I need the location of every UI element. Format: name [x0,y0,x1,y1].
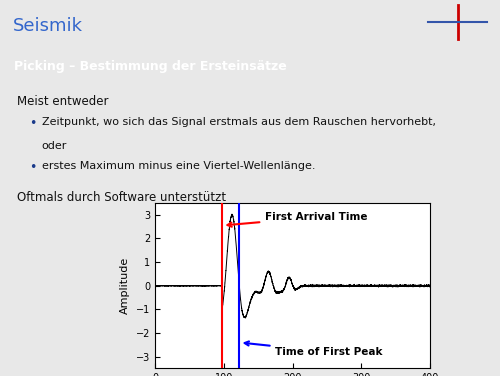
Text: Oftmals durch Software unterstützt: Oftmals durch Software unterstützt [17,191,227,204]
Text: Picking – Bestimmung der Ersteinsätze: Picking – Bestimmung der Ersteinsätze [14,60,286,73]
Y-axis label: Amplitude: Amplitude [120,257,130,314]
Text: First Arrival Time: First Arrival Time [228,212,368,227]
Text: •: • [30,161,37,174]
Text: erstes Maximum minus eine Viertel-Wellenlänge.: erstes Maximum minus eine Viertel-Wellen… [42,161,316,171]
Text: Seismik: Seismik [12,17,82,35]
Text: Meist entweder: Meist entweder [17,95,109,108]
Text: Zeitpunkt, wo sich das Signal erstmals aus dem Rauschen hervorhebt,: Zeitpunkt, wo sich das Signal erstmals a… [42,117,436,127]
Text: oder: oder [42,141,67,151]
Text: Time of First Peak: Time of First Peak [244,341,383,357]
Text: •: • [30,117,37,130]
